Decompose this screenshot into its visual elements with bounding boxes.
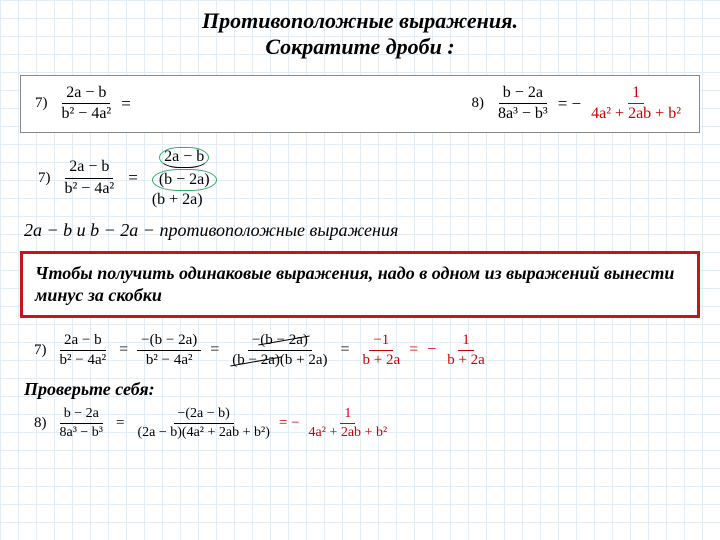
strike-numerator: (b − 2a) bbox=[260, 332, 308, 349]
title-line-2: Сократите дроби : bbox=[265, 34, 454, 59]
solution-8-chain: 8) b − 2a 8a³ − b³ = −(2a − b) (2a − b)(… bbox=[34, 406, 700, 441]
problem-7-label: 7) bbox=[35, 95, 48, 112]
title-line-1: Противоположные выражения. bbox=[202, 8, 518, 33]
solution-7-chain: 7) 2a − b b² − 4a² = −(b − 2a) b² − 4a² … bbox=[34, 332, 700, 370]
fraction-8-left: b − 2a 8a³ − b³ bbox=[494, 84, 552, 124]
fraction-8-right: 1 4a² + 2ab + b² bbox=[587, 84, 685, 124]
circled-factor: (b − 2a) bbox=[152, 169, 217, 191]
fraction-7: 2a − b b² − 4a² bbox=[58, 84, 116, 124]
problems-box: 7) 2a − b b² − 4a² = 8) b − 2a 8a³ − b³ … bbox=[20, 75, 700, 133]
problem-7: 7) 2a − b b² − 4a² = bbox=[35, 84, 131, 124]
step-7-factor: 7) 2a − b b² − 4a² = 2a − b (b − 2a)(b +… bbox=[38, 147, 700, 210]
strike-denominator: (b − 2a) bbox=[232, 352, 280, 369]
problem-8: 8) b − 2a 8a³ − b³ = − 1 4a² + 2ab + b² bbox=[472, 84, 686, 124]
problem-8-label: 8) bbox=[472, 95, 485, 112]
circled-numerator: 2a − b bbox=[159, 147, 209, 168]
page-title: Противоположные выражения. Сократите дро… bbox=[20, 8, 700, 61]
opposite-expressions-statement: 2a − b и b − 2a − противоположные выраже… bbox=[24, 220, 696, 241]
rule-box: Чтобы получить одинаковые выражения, над… bbox=[20, 251, 700, 318]
check-yourself-label: Проверьте себя: bbox=[24, 379, 696, 400]
